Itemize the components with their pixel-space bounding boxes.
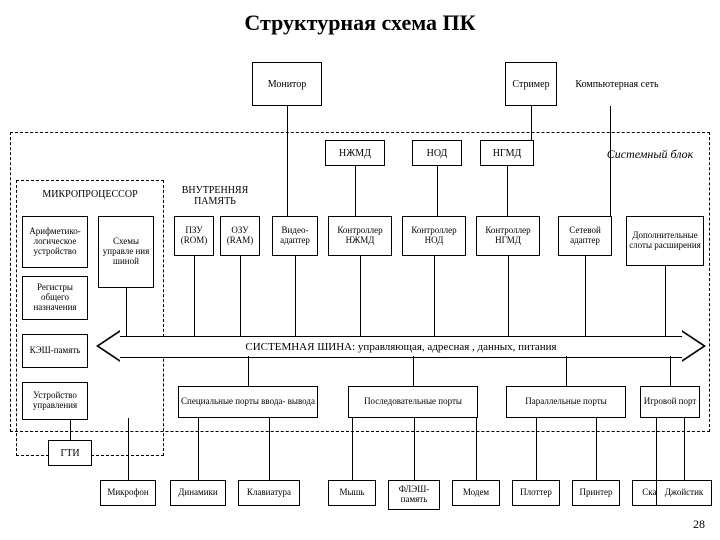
mic-box: Микрофон [100, 480, 156, 506]
conn-fdd [507, 166, 508, 216]
p1 [248, 356, 249, 386]
c4 [295, 256, 296, 336]
game-port-box: Игровой порт [640, 386, 700, 418]
internal-memory-label: ВНУТРЕННЯЯ ПАМЯТЬ [170, 182, 260, 210]
gti-line [70, 420, 71, 440]
c1 [126, 288, 127, 336]
alu-box: Арифметико-логическое устройство [22, 216, 88, 268]
parallel-ports-box: Параллельные порты [506, 386, 626, 418]
special-ports-box: Специальные порты ввода- вывода [178, 386, 318, 418]
streamer-box: Стример [505, 62, 557, 106]
conn-streamer [531, 106, 532, 140]
ctrl-fdd-box: Контроллер НГМД [476, 216, 540, 256]
p4 [670, 356, 671, 386]
c5 [360, 256, 361, 336]
b1 [198, 418, 199, 480]
b6 [536, 418, 537, 480]
control-unit-box: Устройство управления [22, 382, 88, 420]
microprocessor-label: МИКРОПРОЦЕССОР [18, 184, 162, 204]
fdd-box: НГМД [480, 140, 534, 166]
b9 [684, 418, 685, 480]
expansion-box: Дополнительные слоты расширения [626, 216, 704, 266]
b3 [352, 418, 353, 480]
net-adapter-box: Сетевой адаптер [558, 216, 612, 256]
joystick: Джойстик [656, 480, 712, 506]
system-block-label: Системный блок [595, 146, 705, 164]
page-number: 28 [693, 517, 705, 532]
flash-box: ФЛЭШ-память [388, 480, 440, 510]
conn-hdd [355, 166, 356, 216]
registers-box: Регистры общего назначения [22, 276, 88, 320]
b2 [269, 418, 270, 480]
b7 [596, 418, 597, 480]
rom-box: ПЗУ (ROM) [174, 216, 214, 256]
ctrl-hdd-box: Контроллер НЖМД [328, 216, 392, 256]
bus-arrow-right-inner [682, 332, 703, 360]
bus-ctrl-box: Схемы управле ния шиной [98, 216, 154, 288]
serial-ports-box: Последовательные порты [348, 386, 478, 418]
video-adapter-box: Видео-адаптер [272, 216, 318, 256]
network-box: Компьютерная сеть [572, 62, 662, 106]
conn-network [610, 106, 611, 216]
gti-box: ГТИ [48, 440, 92, 466]
b5 [476, 418, 477, 480]
ctrl-od-box: Контроллер НОД [402, 216, 466, 256]
p2 [413, 356, 414, 386]
c3 [240, 256, 241, 336]
printer-box: Принтер [572, 480, 620, 506]
c2 [194, 256, 195, 336]
keyboard-box: Клавиатура [238, 480, 300, 506]
c6 [434, 256, 435, 336]
ram-box: ОЗУ (RAM) [220, 216, 260, 256]
cache-box: КЭШ-память [22, 334, 88, 368]
conn-monitor [287, 106, 288, 216]
od-box: НОД [412, 140, 462, 166]
mouse-box: Мышь [328, 480, 376, 506]
b-mic [128, 418, 129, 480]
hdd-box: НЖМД [325, 140, 385, 166]
conn-od [437, 166, 438, 216]
monitor-box: Монитор [252, 62, 322, 106]
b8 [656, 418, 657, 480]
plotter-box: Плоттер [512, 480, 560, 506]
p3 [566, 356, 567, 386]
modem-box: Модем [452, 480, 500, 506]
bus-arrow-left-inner [99, 332, 120, 360]
c9 [665, 266, 666, 336]
b4 [414, 418, 415, 480]
speakers-box: Динамики [170, 480, 226, 506]
page-title: Структурная схема ПК [0, 0, 720, 44]
c8 [585, 256, 586, 336]
system-bus: СИСТЕМНАЯ ШИНА: управляющая, адресная , … [120, 336, 682, 358]
c7 [508, 256, 509, 336]
